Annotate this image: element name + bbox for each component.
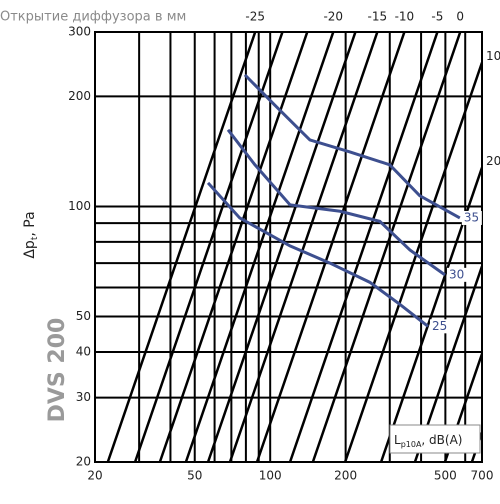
curve-label-bg — [461, 210, 482, 225]
plot-frame — [94, 31, 483, 463]
noise-curve — [243, 73, 461, 220]
y-tick-label: 300 — [68, 25, 91, 39]
y-label-unit: , Pa — [22, 211, 38, 236]
legend-part: p10A — [401, 440, 422, 449]
y-axis-label: Δpt, Pa — [22, 211, 40, 258]
opening-line — [288, 32, 439, 462]
x-tick-label: 200 — [334, 469, 357, 483]
y-label-sub: t — [30, 236, 40, 240]
opening-label: 10 — [486, 49, 500, 63]
curve-label: 35 — [464, 210, 479, 224]
product-label: DVS 200 — [45, 318, 70, 423]
opening-line — [228, 32, 379, 462]
y-label-main: Δp — [22, 240, 38, 259]
curve-label: 30 — [449, 267, 464, 281]
opening-label: -5 — [431, 10, 443, 24]
legend-label: Lp10A, dB(A) — [394, 433, 462, 449]
legend-part: L — [394, 433, 401, 447]
y-tick-label: 20 — [76, 455, 91, 469]
noise-curve — [206, 181, 429, 328]
chart-title: Открытие диффузора в мм — [0, 10, 186, 25]
x-tick-label: 500 — [434, 469, 457, 483]
opening-label: -10 — [395, 10, 415, 24]
curve-label-bg — [446, 267, 467, 282]
legend-part: , dB(A) — [421, 433, 462, 447]
x-tick-label: 50 — [187, 469, 202, 483]
opening-line — [184, 32, 335, 462]
y-tick-label: 100 — [68, 199, 91, 213]
opening-line — [158, 32, 309, 462]
legend-box — [389, 424, 481, 454]
opening-label: 20 — [486, 154, 500, 168]
opening-line — [133, 32, 284, 462]
opening-line — [255, 32, 406, 462]
y-tick-label: 200 — [68, 89, 91, 103]
x-tick-label: 700 — [471, 469, 494, 483]
opening-line — [206, 32, 357, 462]
y-tick-label: 40 — [76, 344, 91, 358]
y-tick-label: 30 — [76, 390, 91, 404]
y-tick-label: 50 — [76, 309, 91, 323]
opening-label: -20 — [323, 10, 343, 24]
opening-line — [311, 32, 462, 462]
opening-label: -25 — [245, 10, 265, 24]
x-tick-label: 20 — [87, 469, 102, 483]
noise-curve — [226, 128, 446, 277]
opening-label: -15 — [368, 10, 388, 24]
curve-label: 25 — [432, 319, 447, 333]
opening-label: 0 — [456, 10, 464, 24]
opening-line — [106, 32, 257, 462]
opening-line — [343, 62, 482, 462]
x-tick-label: 100 — [259, 469, 282, 483]
curve-label-bg — [429, 319, 450, 334]
